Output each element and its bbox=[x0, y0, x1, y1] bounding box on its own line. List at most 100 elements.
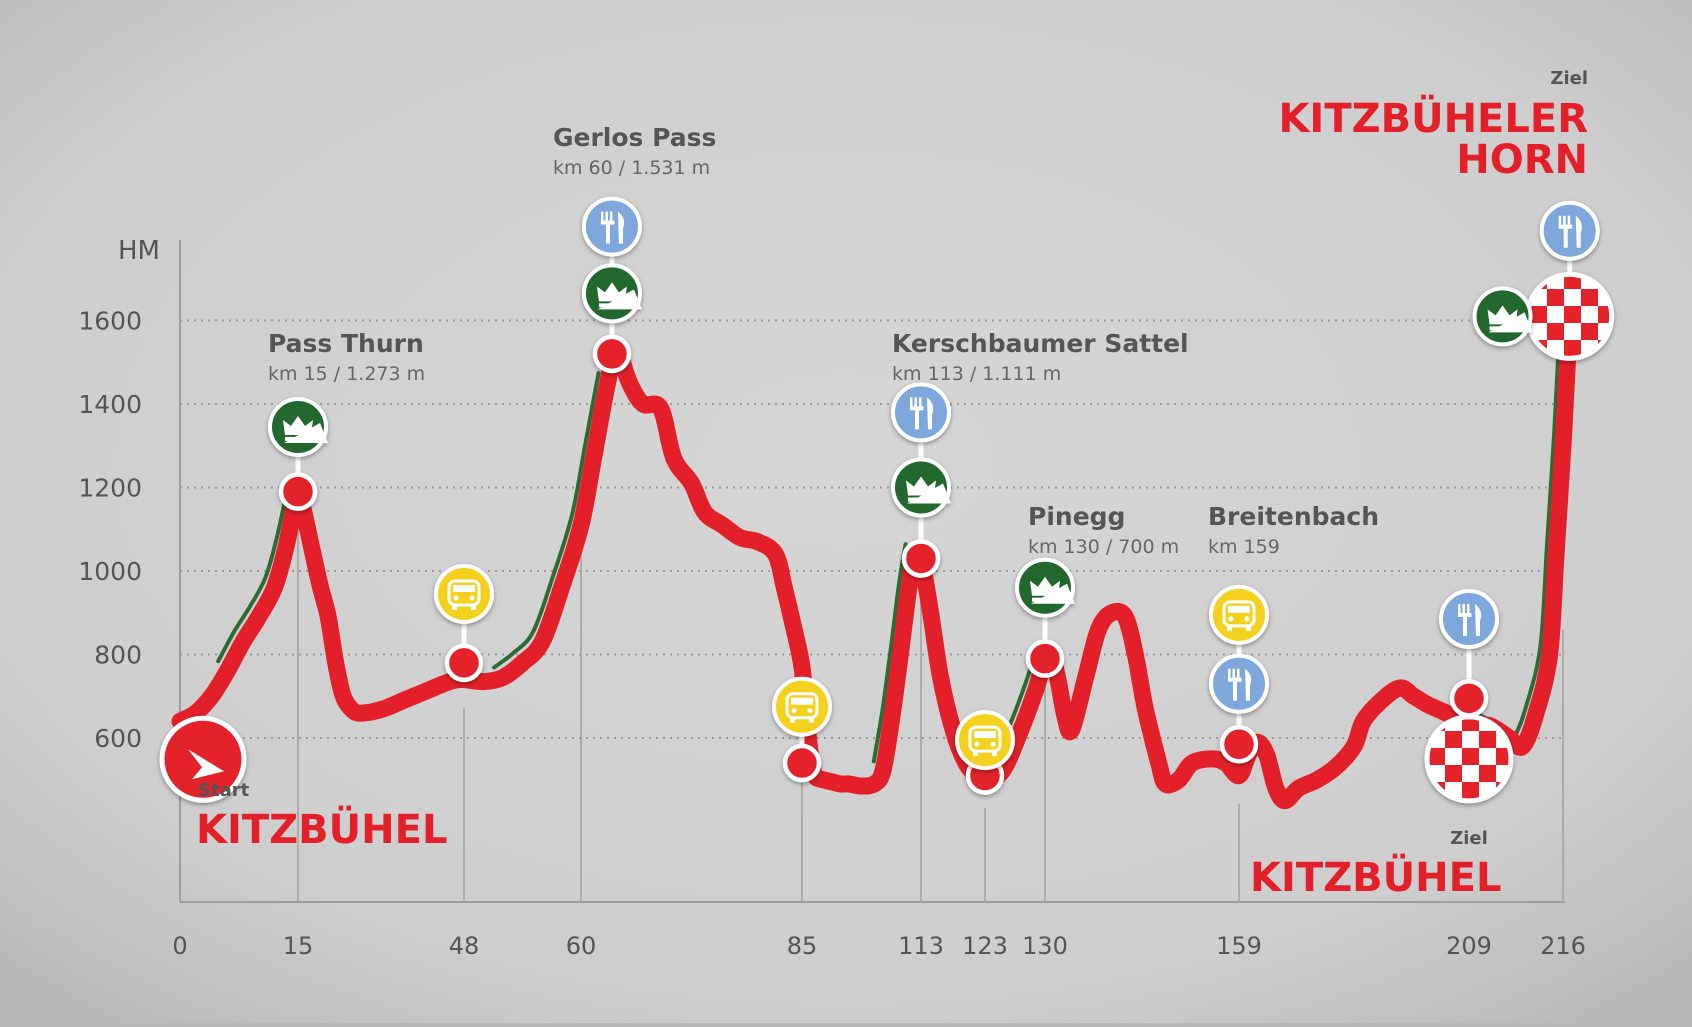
crown-band bbox=[1489, 326, 1516, 331]
fork-neck bbox=[1558, 224, 1573, 229]
crown-shape bbox=[283, 415, 313, 435]
crown-band bbox=[285, 436, 311, 441]
marker-circle bbox=[581, 196, 642, 257]
knife-shape bbox=[1245, 668, 1252, 701]
finish-marker bbox=[1525, 271, 1615, 361]
fork-handle bbox=[1563, 227, 1568, 248]
fork-neck bbox=[1458, 613, 1472, 618]
fork-tine bbox=[1228, 668, 1231, 679]
food-fork-knife-icon bbox=[891, 382, 951, 443]
feed-van-icon bbox=[434, 563, 494, 624]
annotation-subtitle: km 60 / 1.531 m bbox=[553, 157, 710, 179]
x-tick-label: 113 bbox=[898, 932, 944, 960]
annotation-title: Gerlos Pass bbox=[553, 123, 716, 152]
x-tick-labels: 0 15 48 60 85 113 123 130 159 209 216 bbox=[172, 932, 1586, 960]
food-fork-knife-icon bbox=[1539, 200, 1600, 261]
marker-circle bbox=[772, 676, 832, 737]
profile-point bbox=[901, 539, 941, 578]
fork-neck bbox=[1228, 677, 1242, 682]
annotation-subtitle: km 159 bbox=[1208, 536, 1280, 558]
van-light bbox=[990, 741, 996, 747]
markers bbox=[268, 196, 1600, 771]
fork-handle bbox=[605, 223, 610, 244]
fork-tine bbox=[1237, 668, 1240, 679]
food-fork-knife-icon bbox=[581, 196, 642, 257]
start-town-label: KITZBÜHEL bbox=[196, 805, 447, 853]
fork-tine bbox=[1563, 215, 1566, 226]
x-tick-label: 48 bbox=[449, 932, 480, 960]
finish-small-label: Ziel bbox=[1550, 68, 1588, 89]
marker-circle bbox=[1539, 200, 1600, 261]
kom-crown-icon bbox=[1015, 557, 1075, 618]
crown-band bbox=[908, 497, 934, 502]
kom-crown-icon bbox=[891, 457, 951, 518]
fork-handle bbox=[915, 409, 919, 430]
finish-marker bbox=[1424, 714, 1514, 804]
van-light bbox=[453, 595, 459, 601]
van-light bbox=[1228, 616, 1234, 622]
van-wheel bbox=[790, 717, 795, 723]
finish-alt-town-label: KITZBÜHEL bbox=[1250, 853, 1501, 901]
km-droplines bbox=[297, 519, 1564, 902]
van-body bbox=[447, 579, 481, 607]
finish-name-line2: HORN bbox=[1456, 137, 1588, 183]
profile-points bbox=[159, 271, 1615, 804]
annotation-title: Pass Thurn bbox=[268, 329, 424, 358]
finish-alt-small-label: Ziel bbox=[1450, 828, 1488, 849]
y-tick-label: 1600 bbox=[78, 307, 142, 336]
marker-circle bbox=[1439, 589, 1499, 650]
x-tick-label: 216 bbox=[1540, 932, 1586, 960]
marker-circle bbox=[955, 710, 1015, 771]
van-body bbox=[968, 725, 1002, 753]
van-light bbox=[807, 708, 813, 714]
knife-shape bbox=[1575, 215, 1582, 248]
van-wheel bbox=[471, 604, 476, 610]
x-tick-label: 0 bbox=[172, 932, 187, 960]
fork-neck bbox=[910, 406, 924, 411]
finish-flag-icon bbox=[1424, 714, 1514, 804]
kom-crown-icon bbox=[1472, 286, 1533, 347]
annotation-subtitle: km 113 / 1.111 m bbox=[892, 363, 1061, 385]
x-tick-label: 209 bbox=[1446, 932, 1492, 960]
van-light bbox=[791, 708, 797, 714]
van-window bbox=[974, 731, 996, 739]
climb-line bbox=[871, 542, 908, 764]
crown-shape bbox=[1030, 576, 1060, 596]
marker-circle bbox=[434, 563, 494, 624]
van-body bbox=[785, 692, 819, 720]
van-window bbox=[1228, 605, 1250, 613]
fork-tine bbox=[1567, 215, 1571, 226]
x-tick-label: 159 bbox=[1216, 932, 1262, 960]
y-tick-label: 1400 bbox=[78, 390, 142, 419]
fork-tine bbox=[914, 397, 917, 408]
marker-circle bbox=[1209, 653, 1269, 714]
fork-tine bbox=[605, 211, 608, 222]
van-wheel bbox=[973, 751, 978, 757]
y-tick-label: 1000 bbox=[78, 557, 142, 586]
start-small-label: Start bbox=[198, 780, 250, 801]
fork-handle bbox=[1463, 616, 1467, 637]
food-fork-knife-icon bbox=[1209, 653, 1269, 714]
annotation-subtitle: km 130 / 700 m bbox=[1028, 536, 1179, 558]
crown-shape bbox=[906, 476, 936, 496]
kom-crown-icon bbox=[581, 263, 642, 324]
annotation-title: Pinegg bbox=[1028, 502, 1125, 531]
knife-shape bbox=[927, 397, 934, 430]
van-wheel bbox=[452, 604, 457, 610]
fork-tine bbox=[1232, 668, 1235, 679]
fork-tine bbox=[1467, 604, 1470, 615]
fork-neck bbox=[600, 220, 615, 225]
crown-band bbox=[598, 303, 625, 308]
x-tick-label: 123 bbox=[962, 932, 1008, 960]
van-light bbox=[469, 595, 475, 601]
food-fork-knife-icon bbox=[1439, 589, 1499, 650]
crown-shape bbox=[596, 282, 627, 302]
van-wheel bbox=[809, 717, 814, 723]
x-tick-label: 85 bbox=[787, 932, 818, 960]
feed-van-icon bbox=[955, 710, 1015, 771]
kom-crown-icon bbox=[268, 396, 328, 457]
elevation-profile bbox=[171, 307, 1579, 810]
marker-circle bbox=[1209, 584, 1269, 645]
